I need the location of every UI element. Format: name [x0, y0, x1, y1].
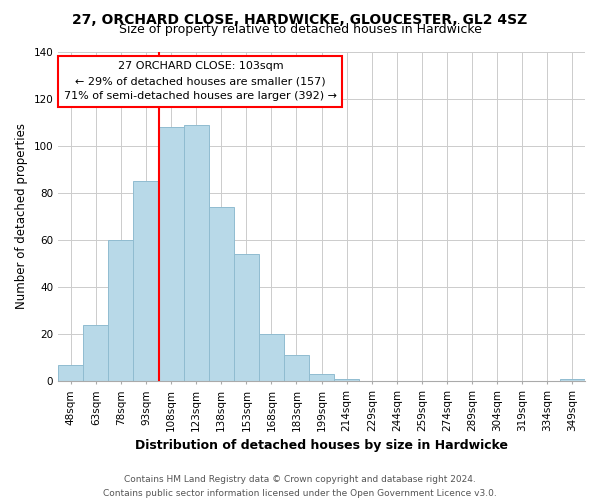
Bar: [158, 127, 184, 382]
X-axis label: Distribution of detached houses by size in Hardwicke: Distribution of detached houses by size …: [135, 440, 508, 452]
Bar: [334, 379, 359, 382]
Bar: [109, 240, 133, 382]
Bar: [560, 379, 585, 382]
Bar: [58, 365, 83, 382]
Text: Size of property relative to detached houses in Hardwicke: Size of property relative to detached ho…: [119, 22, 481, 36]
Bar: [209, 207, 234, 382]
Bar: [83, 325, 109, 382]
Text: 27 ORCHARD CLOSE: 103sqm
← 29% of detached houses are smaller (157)
71% of semi-: 27 ORCHARD CLOSE: 103sqm ← 29% of detach…: [64, 62, 337, 101]
Bar: [259, 334, 284, 382]
Bar: [309, 374, 334, 382]
Text: 27, ORCHARD CLOSE, HARDWICKE, GLOUCESTER, GL2 4SZ: 27, ORCHARD CLOSE, HARDWICKE, GLOUCESTER…: [73, 12, 527, 26]
Bar: [184, 124, 209, 382]
Bar: [133, 181, 158, 382]
Bar: [234, 254, 259, 382]
Bar: [284, 356, 309, 382]
Text: Contains HM Land Registry data © Crown copyright and database right 2024.
Contai: Contains HM Land Registry data © Crown c…: [103, 476, 497, 498]
Y-axis label: Number of detached properties: Number of detached properties: [15, 124, 28, 310]
